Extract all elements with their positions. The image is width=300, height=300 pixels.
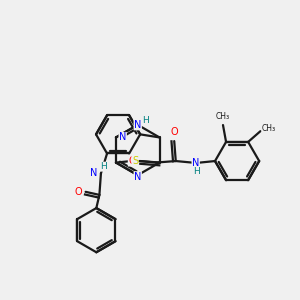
Text: O: O <box>128 156 136 166</box>
Text: N: N <box>134 120 141 130</box>
Text: N: N <box>134 172 141 182</box>
Text: N: N <box>192 158 200 168</box>
Text: O: O <box>170 127 178 136</box>
Text: O: O <box>74 187 82 197</box>
Text: N: N <box>119 132 126 142</box>
Text: S: S <box>132 156 138 166</box>
Text: N: N <box>91 168 98 178</box>
Text: H: H <box>193 167 200 176</box>
Text: CH₃: CH₃ <box>262 124 276 133</box>
Text: H: H <box>100 162 107 171</box>
Text: H: H <box>142 116 149 125</box>
Text: CH₃: CH₃ <box>216 112 230 122</box>
